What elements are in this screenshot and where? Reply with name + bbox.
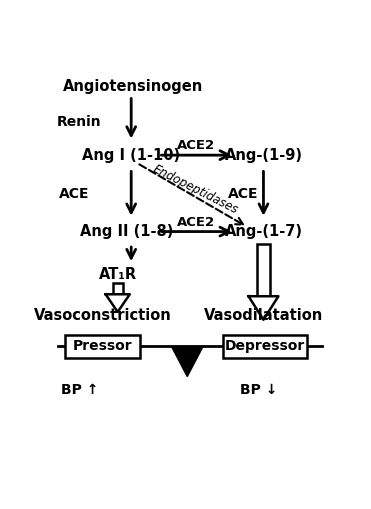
- Text: BP ↓: BP ↓: [240, 383, 278, 398]
- Text: Ang-(1-7): Ang-(1-7): [224, 224, 302, 239]
- Text: Ang II (1-8): Ang II (1-8): [80, 224, 174, 239]
- Text: Ang I (1-10): Ang I (1-10): [82, 148, 180, 163]
- Polygon shape: [249, 296, 278, 320]
- Text: Renin: Renin: [57, 115, 102, 129]
- Text: Endopeptidases: Endopeptidases: [151, 162, 241, 217]
- Text: ACE2: ACE2: [177, 139, 215, 152]
- Text: ACE: ACE: [59, 187, 89, 202]
- Polygon shape: [171, 347, 203, 377]
- Text: AT₁R: AT₁R: [99, 267, 137, 282]
- Text: Vasoconstriction: Vasoconstriction: [33, 307, 171, 323]
- Text: Angiotensinogen: Angiotensinogen: [62, 79, 203, 94]
- Bar: [257, 244, 270, 296]
- Text: BP ↑: BP ↑: [61, 383, 98, 398]
- Text: ACE: ACE: [228, 187, 259, 202]
- Text: Depressor: Depressor: [225, 340, 305, 353]
- Text: Ang-(1-9): Ang-(1-9): [224, 148, 302, 163]
- Text: Vasodilatation: Vasodilatation: [204, 307, 323, 323]
- FancyBboxPatch shape: [223, 334, 306, 358]
- Text: Pressor: Pressor: [73, 340, 132, 353]
- Text: ACE2: ACE2: [177, 216, 215, 229]
- FancyBboxPatch shape: [65, 334, 140, 358]
- Bar: [112, 284, 123, 294]
- Polygon shape: [106, 294, 130, 312]
